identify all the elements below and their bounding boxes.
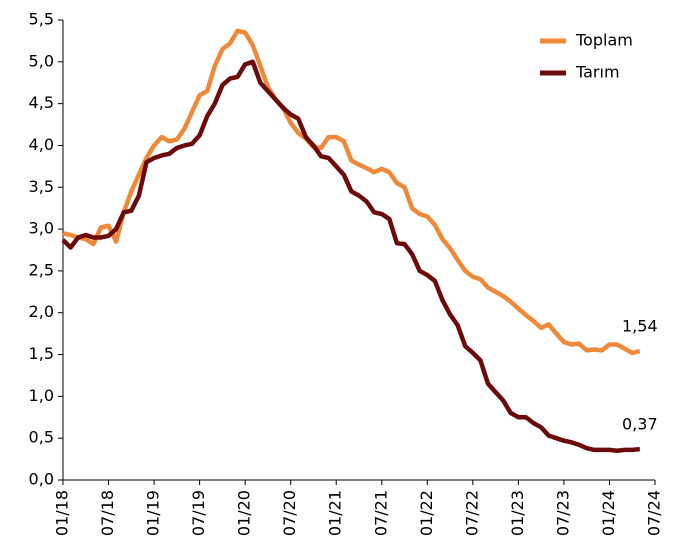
y-tick-label: 5,0: [29, 51, 54, 70]
y-tick-label: 4,5: [29, 93, 54, 112]
legend-label: Tarım: [575, 63, 620, 82]
y-tick-label: 3,0: [29, 219, 54, 238]
x-tick-label: 07/20: [280, 490, 299, 536]
value-label: 1,54: [622, 317, 658, 336]
y-tick-label: 1,0: [29, 386, 54, 405]
y-tick-label: 0,5: [29, 428, 54, 447]
x-tick-label: 01/19: [144, 490, 163, 536]
x-tick-label: 07/19: [189, 490, 208, 536]
y-tick-label: 3,5: [29, 177, 54, 196]
x-tick-label: 07/22: [462, 490, 481, 536]
y-tick-label: 2,5: [29, 260, 54, 279]
line: [61, 59, 641, 453]
y-tick-label: 4,0: [29, 135, 54, 154]
x-tick-label: 01/18: [53, 490, 72, 536]
y-tick-label: 5,5: [29, 10, 54, 29]
y-tick-label: 2,0: [29, 302, 54, 321]
line: [62, 28, 641, 356]
value-label: 0,37: [622, 415, 658, 434]
x-tick-label: 01/23: [508, 490, 527, 536]
x-tick-label: 01/24: [599, 490, 618, 536]
x-tick-label: 01/21: [326, 490, 345, 536]
y-tick-label: 1,5: [29, 344, 54, 363]
x-tick-label: 01/20: [235, 490, 254, 536]
x-tick-label: 01/22: [417, 490, 436, 536]
x-tick-label: 07/24: [645, 490, 664, 536]
x-tick-label: 07/23: [553, 490, 572, 536]
legend-label: Toplam: [575, 31, 633, 50]
x-tick-label: 07/18: [98, 490, 117, 536]
y-tick-label: 0,0: [29, 470, 54, 489]
x-tick-label: 07/21: [371, 490, 390, 536]
